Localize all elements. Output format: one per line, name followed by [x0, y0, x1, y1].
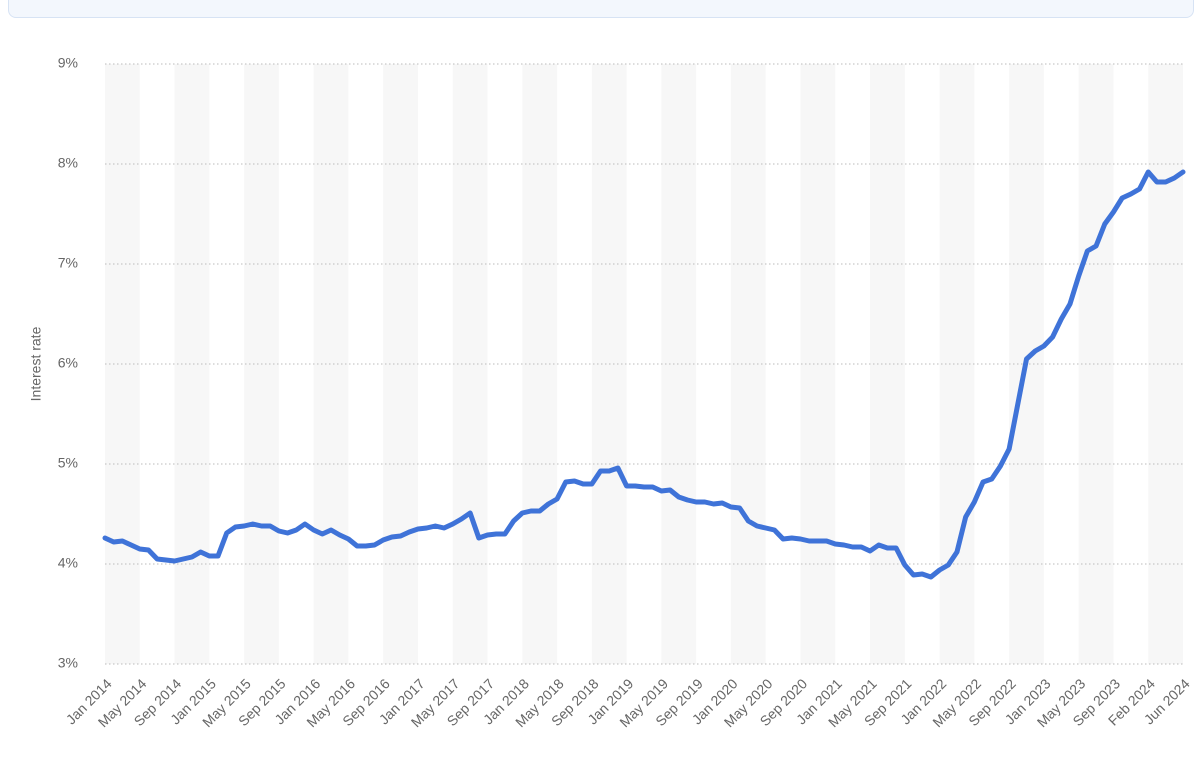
- y-tick-label: 5%: [58, 455, 78, 471]
- column-band: [1078, 64, 1114, 664]
- column-band: [661, 64, 697, 664]
- column-band: [870, 64, 905, 664]
- top-bar: [8, 0, 1194, 18]
- y-tick-label: 8%: [58, 155, 78, 171]
- column-band: [174, 64, 210, 664]
- y-tick-label: 3%: [58, 655, 78, 671]
- y-tick-label: 4%: [58, 555, 78, 571]
- column-band: [383, 64, 418, 664]
- y-tick-label: 6%: [58, 355, 78, 371]
- column-band: [730, 64, 766, 664]
- y-tick-label: 9%: [58, 55, 78, 71]
- series-line: [102, 169, 1186, 580]
- y-tick-label: 7%: [58, 255, 78, 271]
- column-band: [522, 64, 558, 664]
- y-axis-label: Interest rate: [28, 326, 44, 401]
- column-band: [313, 64, 349, 664]
